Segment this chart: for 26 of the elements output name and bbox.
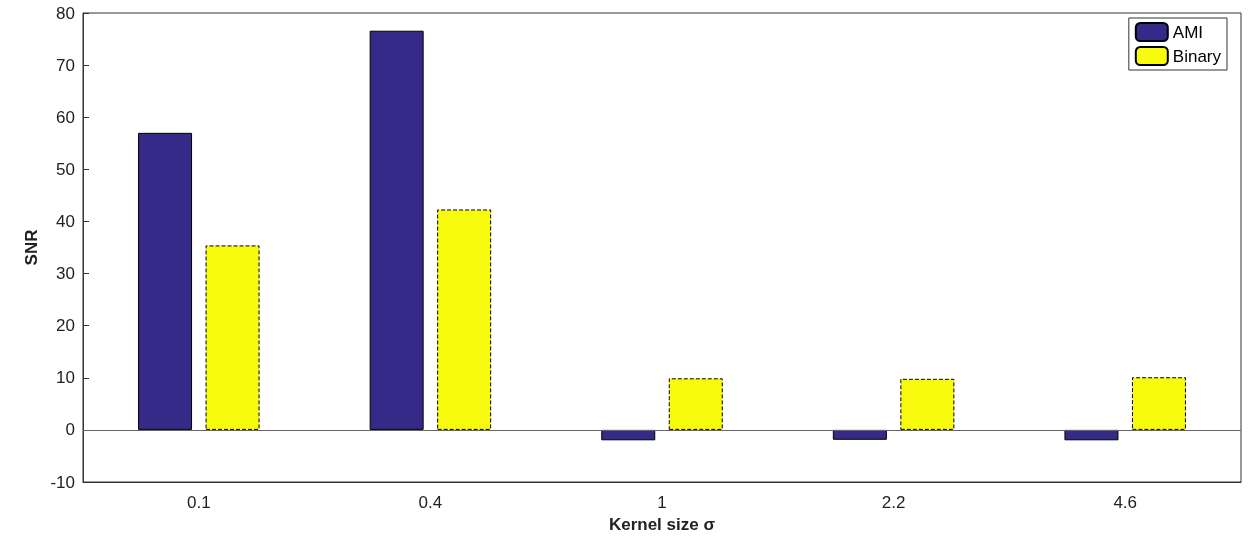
- bar: [138, 132, 193, 430]
- legend-label: AMI: [1172, 22, 1204, 42]
- y-tick-label: -10: [50, 472, 75, 492]
- x-tick-label: 1: [657, 493, 667, 512]
- y-axis-title: SNR: [21, 229, 41, 266]
- y-tick-label: 50: [56, 159, 75, 179]
- bar: [900, 378, 955, 430]
- y-tick-label: 70: [56, 55, 75, 75]
- bar: [437, 209, 492, 430]
- bar: [1131, 377, 1186, 430]
- y-tick-label: 80: [56, 3, 75, 23]
- legend-label: Binary: [1172, 46, 1222, 66]
- bar: [668, 378, 723, 430]
- x-tick-label: 0.4: [418, 493, 443, 512]
- y-tick-label: 60: [56, 107, 75, 127]
- bar: [369, 30, 424, 430]
- y-tick-label: 20: [56, 316, 75, 336]
- x-axis-title: Kernel size σ: [608, 514, 716, 534]
- y-tick-label: 10: [56, 368, 75, 388]
- x-tick-label: 0.1: [186, 493, 211, 512]
- y-tick-label: 40: [56, 211, 75, 231]
- y-tick-label: 30: [56, 264, 75, 284]
- bar: [205, 245, 260, 430]
- y-tick-label: 0: [65, 420, 75, 440]
- x-tick-label: 2.2: [881, 493, 906, 512]
- x-tick-label: 4.6: [1113, 493, 1138, 512]
